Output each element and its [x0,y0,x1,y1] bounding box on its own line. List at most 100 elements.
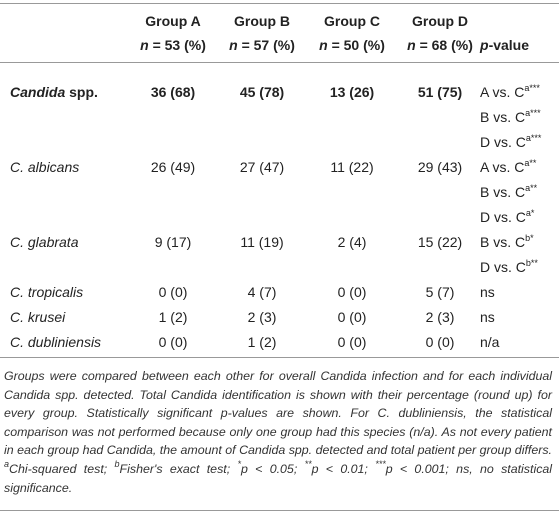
count-text: = 68 (%) [415,37,473,53]
bottom-rule [0,510,559,511]
footnote: Groups were compared between each other … [4,367,552,497]
p-value: D vs. Ca*** [480,130,541,155]
p-value: D vs. Cb** [480,255,538,280]
group-name: Group D [412,13,468,29]
count-text: = 57 (%) [237,37,295,53]
count-text: = 50 (%) [327,37,385,53]
p-sup: b** [525,258,538,268]
label-part: C. tropicalis [10,284,84,300]
cell-value: 0 (0) [337,284,367,300]
p-text: n/a [480,334,500,350]
cell-value: 5 (7) [425,284,455,300]
cell-value: 2 (4) [337,234,367,250]
label-part: Candida [10,84,66,100]
p-value: n/a [480,330,499,355]
count-text: = 53 (%) [148,37,206,53]
data-cell: 27 (47) [240,155,284,180]
group-count: n = 53 (%) [140,33,206,58]
cell-value: 36 (68) [150,84,196,100]
label-part: C. krusei [10,309,66,325]
cell-value: 13 (26) [329,84,375,100]
group-header: Group A [145,9,200,34]
footnote-sup: b [114,458,120,469]
p-sup: a*** [525,108,541,118]
data-cell: 0 (0) [338,330,367,355]
p-symbol: p [480,37,489,53]
data-cell: 0 (0) [426,330,455,355]
data-cell: 2 (3) [248,305,277,330]
p-value: B vs. Cb* [480,230,534,255]
cell-value: 0 (0) [337,309,367,325]
data-cell: 45 (78) [240,80,284,105]
cell-value: 9 (17) [154,234,192,250]
p-text: D vs. C [480,209,526,225]
p-sup: a** [525,183,538,193]
cell-value: 26 (49) [150,159,196,175]
data-cell: 0 (0) [159,330,188,355]
p-text: ns [480,284,495,300]
header-rule [0,62,559,63]
group-count: n = 50 (%) [319,33,385,58]
data-cell: 15 (22) [418,230,462,255]
data-cell: 1 (2) [248,330,277,355]
footnote-text: Fisher's exact test; [119,461,238,476]
data-cell: 0 (0) [159,280,188,305]
row-label: C. albicans [10,155,79,180]
data-cell: 11 (19) [240,230,283,255]
p-text: D vs. C [480,259,526,275]
group-header: Group C [324,9,380,34]
table-bottom-rule [0,357,559,358]
p-rest: -value [488,37,530,53]
top-rule [0,3,559,4]
row-label: C. tropicalis [10,280,83,305]
group-count: n = 68 (%) [407,33,473,58]
data-cell: 29 (43) [418,155,462,180]
data-cell: 4 (7) [248,280,277,305]
n-symbol: n [319,37,328,53]
data-cell: 36 (68) [151,80,195,105]
cell-value: 2 (3) [247,309,277,325]
data-cell: 51 (75) [418,80,462,105]
cell-value: 1 (2) [247,334,277,350]
p-value: ns [480,280,495,305]
footnote-text: p < 0.001; ns, no statistical significan… [4,461,553,495]
cell-value: 2 (3) [425,309,455,325]
cell-value: 51 (75) [417,84,463,100]
p-text: B vs. C [480,234,526,250]
cell-value: 0 (0) [337,334,367,350]
data-cell: 1 (2) [159,305,188,330]
cell-value: 4 (7) [247,284,277,300]
p-value-header: p-value [480,33,529,58]
cell-value: 0 (0) [158,284,188,300]
cell-value: 15 (22) [417,234,463,250]
data-cell: 2 (4) [338,230,367,255]
p-value: ns [480,305,495,330]
p-text: D vs. C [480,134,526,150]
p-sup: a** [524,158,537,168]
label-part: C. albicans [10,159,80,175]
p-text: A vs. C [480,84,525,100]
p-text: ns [480,309,495,325]
cell-value: 45 (78) [239,84,285,100]
footnote-text: Groups were compared between each other … [4,369,552,458]
data-cell: 26 (49) [151,155,195,180]
footnote-text: Chi-squared test; [9,461,115,476]
group-header: Group D [412,9,468,34]
p-value: D vs. Ca* [480,205,534,230]
p-sup: a* [525,208,535,218]
cell-value: 1 (2) [158,309,188,325]
cell-value: 27 (47) [239,159,285,175]
p-sup: b* [525,233,534,243]
data-cell: 11 (22) [330,155,373,180]
footnote-text: p < 0.05; [240,461,305,476]
group-name: Group C [324,13,380,29]
footnote-text: p < 0.01; [311,461,376,476]
row-label: C. dubliniensis [10,330,101,355]
group-count: n = 57 (%) [229,33,295,58]
n-symbol: n [229,37,238,53]
cell-value: 11 (19) [240,234,284,250]
group-header: Group B [234,9,290,34]
p-value: B vs. Ca** [480,180,537,205]
p-value: B vs. Ca*** [480,105,541,130]
